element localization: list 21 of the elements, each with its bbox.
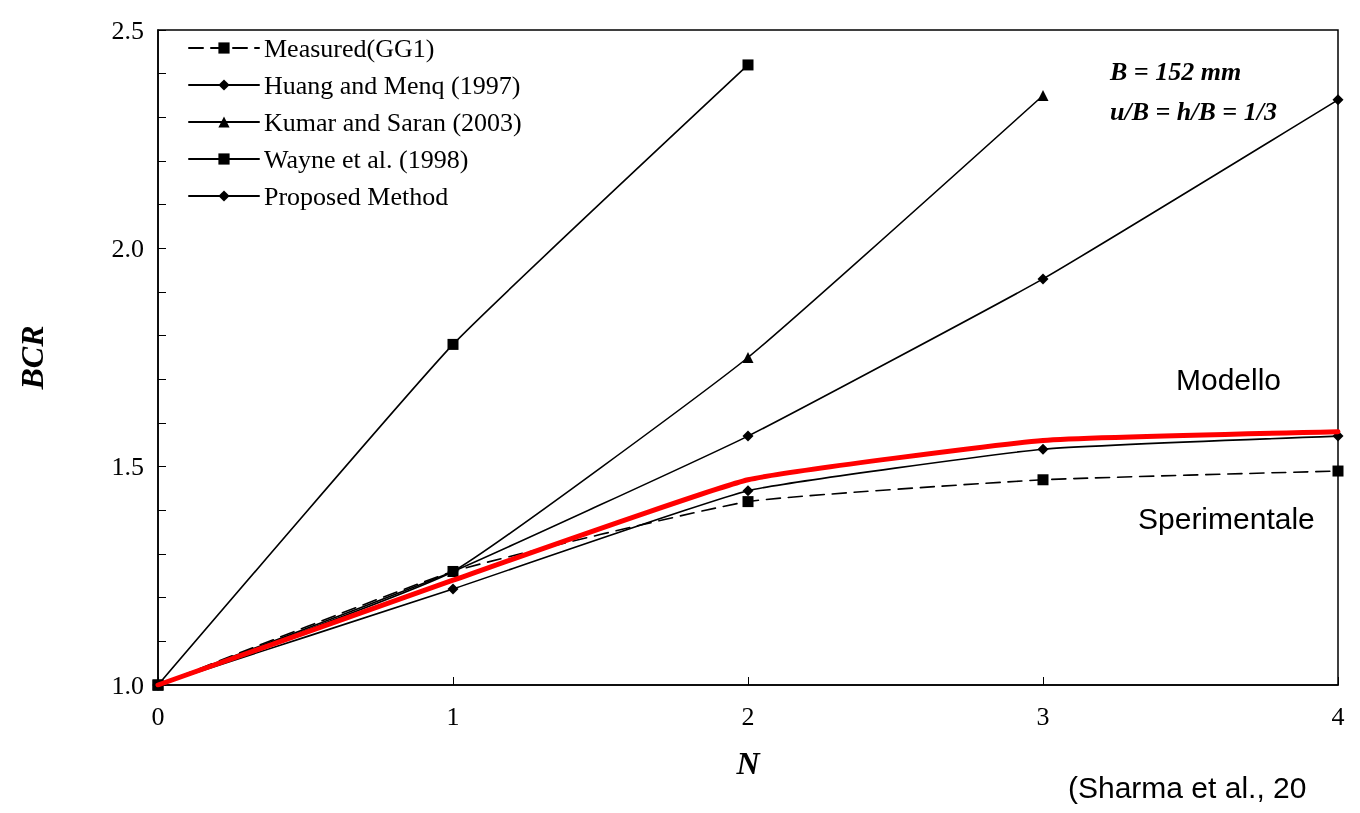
y-axis-title: BCR [14,325,50,391]
annotation: u/B = h/B = 1/3 [1110,96,1277,126]
y-tick-label: 2.0 [111,233,144,263]
series-label: Modello [1176,363,1282,397]
x-tick-label: 1 [446,701,460,731]
x-tick-label: 3 [1036,701,1050,731]
y-tick-label: 1.5 [111,452,144,482]
legend-label: Proposed Method [264,181,449,211]
y-tick-label: 2.5 [111,15,144,45]
x-tick-label: 2 [741,701,755,731]
legend-label: Huang and Menq (1997) [264,70,521,100]
x-axis-title: N [735,745,762,781]
text: (Sharma et al., 20 [1068,770,1307,804]
x-tick-label: 0 [151,701,165,731]
legend-label: Measured(GG1) [264,33,435,63]
x-tick-label: 4 [1331,701,1345,731]
legend-label: Kumar and Saran (2003) [264,107,522,137]
annotation: Sperimentale [1138,501,1315,535]
y-tick-label: 1.0 [111,670,144,700]
legend-label: Wayne et al. (1998) [264,144,469,174]
annotation: B = 152 mm [1109,56,1242,86]
